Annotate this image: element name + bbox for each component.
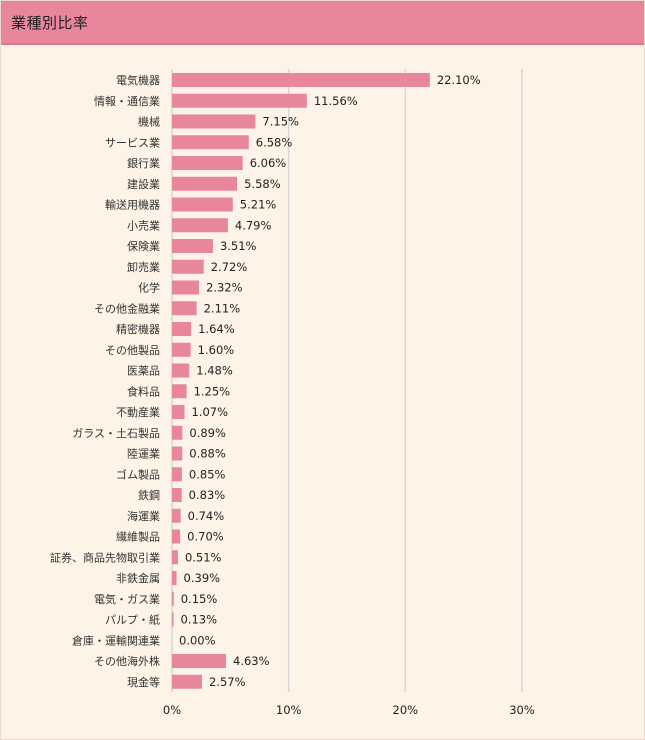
value-label: 0.88% [189,447,226,461]
bar [172,301,197,316]
category-label: 保険業 [127,239,160,253]
value-label: 1.25% [194,384,231,398]
value-label: 2.32% [206,281,243,295]
value-label: 0.74% [188,509,225,523]
category-label: 電気機器 [116,73,160,87]
value-label: 22.10% [437,73,481,87]
panel-header: 業種別比率 [1,1,644,45]
category-label: その他金融業 [94,301,160,315]
bar [172,73,430,87]
bar [172,280,200,295]
value-label: 2.72% [211,260,248,274]
bar [172,342,191,357]
value-label: 7.15% [262,115,299,129]
bar [172,467,182,482]
value-label: 1.60% [198,343,235,357]
value-label: 0.83% [189,488,226,502]
x-tick-label: 0% [163,703,181,717]
bar [172,508,181,523]
bar [172,529,181,544]
value-label: 0.70% [187,530,224,544]
bar [172,322,192,336]
bar [172,135,249,150]
category-label: 鉄鋼 [138,488,160,502]
value-label: 0.89% [189,426,226,440]
category-label: ゴム製品 [116,467,160,481]
bar [172,654,227,668]
category-label: 建設業 [127,177,160,191]
value-label: 5.58% [244,177,281,191]
category-label: 食料品 [127,384,160,398]
category-label: パルプ・紙 [105,613,160,627]
category-label: 精密機器 [116,322,160,336]
bar [172,488,182,502]
x-tick-label: 20% [393,703,419,717]
value-label: 1.48% [196,364,233,378]
value-label: 4.79% [235,218,272,232]
category-label: 非鉄金属 [116,571,160,585]
category-label: 電気・ガス業 [94,592,160,606]
value-label: 0.13% [181,613,218,627]
value-label: 1.07% [191,405,228,419]
bar [172,384,187,399]
bar [172,405,185,419]
bar [172,176,238,191]
category-label: 医薬品 [127,365,160,378]
bar [172,197,233,212]
bar [172,239,213,253]
category-label: 倉庫・運輸関連業 [72,633,160,647]
category-label: 銀行業 [127,156,160,170]
value-label: 1.64% [198,322,235,336]
category-label: 小売業 [127,219,160,232]
value-label: 6.58% [256,135,293,149]
x-tick-label: 30% [509,703,535,717]
bar [172,363,190,378]
category-label: 機械 [138,115,160,129]
value-label: 2.11% [204,301,241,315]
value-label: 0.85% [189,467,226,481]
category-label: サービス業 [105,136,160,149]
category-label: その他製品 [105,343,160,357]
value-label: 0.39% [184,571,221,585]
value-label: 0.00% [179,633,216,647]
bar [172,156,243,170]
value-label: 3.51% [220,239,257,253]
bar [172,674,202,689]
category-label: 化学 [138,281,160,295]
value-label: 0.51% [185,550,222,564]
category-label: 陸運業 [127,448,160,461]
bar [172,218,228,233]
bar [172,93,307,108]
bar [172,114,256,129]
bar [172,446,183,461]
x-tick-label: 10% [276,703,302,717]
category-label: 海運業 [127,509,160,523]
value-label: 6.06% [250,156,287,170]
bar [172,571,177,585]
value-label: 5.21% [240,198,277,212]
bar [172,550,178,565]
value-label: 2.57% [209,675,246,689]
bar [172,259,204,274]
value-label: 0.15% [181,592,218,606]
panel-title: 業種別比率 [11,14,89,32]
value-label: 4.63% [233,654,270,668]
bar [172,425,183,440]
category-label: 現金等 [127,675,160,689]
bar [172,612,174,627]
category-label: 証券、商品先物取引業 [50,550,160,564]
category-label: 情報・通信業 [94,95,160,108]
category-label: 卸売業 [127,260,160,274]
category-label: その他海外株 [94,654,160,668]
category-label: 輸送用機器 [105,198,160,212]
value-label: 11.56% [314,94,358,108]
category-label: 繊維製品 [116,530,160,544]
category-label: 不動産業 [116,405,160,419]
bar [172,591,174,606]
category-label: ガラス・土石製品 [72,426,160,440]
